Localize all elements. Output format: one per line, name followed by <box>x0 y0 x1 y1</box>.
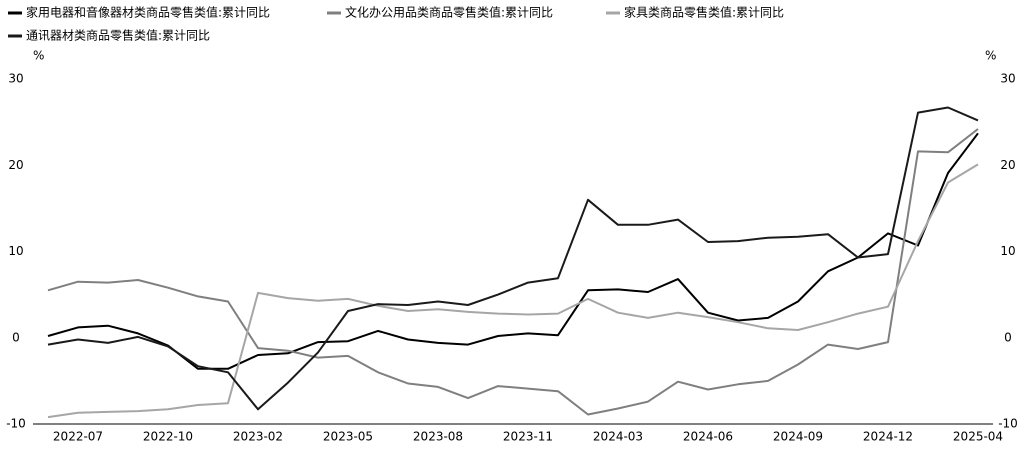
legend-label: 通讯器材类商品零售类值:累计同比 <box>26 28 210 43</box>
y2-unit: % <box>985 49 996 63</box>
series-line <box>47 163 979 419</box>
y-tick-label: -10 <box>6 417 26 431</box>
series-line <box>47 106 979 411</box>
x-tick-label: 2024-09 <box>773 430 823 444</box>
y2-tick-label: 30 <box>1000 72 1015 86</box>
legend-label: 家用电器和音像器材类商品零售类值:累计同比 <box>26 5 270 20</box>
x-tick-label: 2023-11 <box>503 430 553 444</box>
series-line <box>47 132 979 370</box>
legend-label: 家具类商品零售类值:累计同比 <box>624 5 784 20</box>
y2-tick-label: 0 <box>1004 330 1012 344</box>
x-tick-label: 2023-08 <box>413 430 463 444</box>
x-tick-label: 2024-12 <box>863 430 913 444</box>
y-tick-label: 10 <box>8 244 23 258</box>
y-unit: % <box>33 49 44 63</box>
y-tick-label: 20 <box>8 158 23 172</box>
x-tick-label: 2022-07 <box>53 430 103 444</box>
x-tick-label: 2024-06 <box>683 430 733 444</box>
series-line <box>47 128 979 416</box>
y2-tick-label: 20 <box>1000 158 1015 172</box>
y-tick-label: 0 <box>12 330 20 344</box>
x-tick-label: 2024-03 <box>593 430 643 444</box>
x-tick-label: 2023-05 <box>323 430 373 444</box>
x-tick-label: 2025-04 <box>953 430 1003 444</box>
y-tick-label: 30 <box>8 72 23 86</box>
y2-tick-label: -10 <box>998 417 1018 431</box>
legend-label: 文化办公用品类商品零售类值:累计同比 <box>345 5 553 20</box>
x-tick-label: 2022-10 <box>143 430 193 444</box>
y2-tick-label: 10 <box>1000 244 1015 258</box>
x-tick-label: 2023-02 <box>233 430 283 444</box>
